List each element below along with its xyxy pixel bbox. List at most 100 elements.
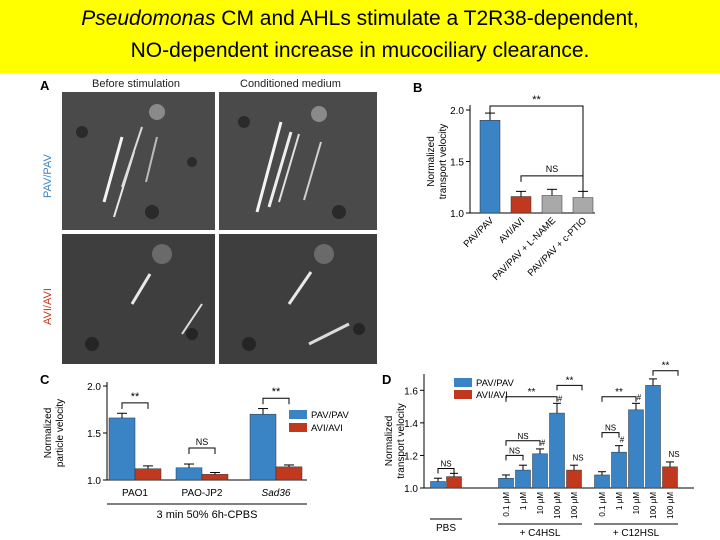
ns-label-d: NS	[605, 424, 616, 433]
hash-label-d: #	[637, 393, 642, 402]
y-axis-label-line1: Normalized	[426, 136, 437, 187]
bar-d	[594, 474, 610, 489]
y-axis-label-line2: transport velocity	[438, 124, 449, 200]
bracket-d	[505, 396, 558, 402]
hash-label-d: #	[541, 439, 546, 448]
bar-d	[611, 451, 627, 489]
sig-label-d: **	[662, 361, 670, 372]
row-label-avi: AVI/AVI	[42, 288, 54, 325]
ns-label-c: NS	[196, 437, 209, 447]
col-label-before: Before stimulation	[92, 78, 181, 90]
ns-label-d: NS	[517, 432, 528, 441]
bracket-d	[556, 384, 583, 391]
sig-label-b: **	[532, 94, 541, 106]
y-tick-label: 1.0	[87, 476, 101, 487]
x-tick-label-d: 1 μM	[519, 492, 528, 510]
bar-b-1	[510, 196, 532, 214]
bracket-d	[601, 432, 620, 438]
bracket-c	[188, 447, 216, 455]
ns-label-b: NS	[546, 164, 559, 174]
bar-d	[515, 469, 531, 489]
micrograph-pav-cm	[219, 92, 377, 230]
micrograph-pav-before-image	[62, 92, 215, 230]
y-tick-label: 2.0	[87, 382, 101, 393]
ns-label-d: NS	[668, 450, 679, 459]
x-tick-label-d: 100 μM	[553, 492, 562, 519]
y-tick-label: 1.0	[450, 209, 464, 220]
x-tick-label-d: 100 μM	[570, 492, 579, 519]
x-tick-label-d: 100 μM	[649, 492, 658, 519]
bar-d	[430, 481, 446, 489]
title-rest: CM and AHLs stimulate a T2R38-dependent,	[215, 7, 639, 30]
title-line-1: Pseudomonas CM and AHLs stimulate a T2R3…	[0, 6, 720, 32]
panel-a-letter: A	[40, 78, 50, 93]
bar-c	[175, 467, 203, 481]
group-label-d-pbs: PBS	[436, 523, 456, 534]
bar-d	[566, 469, 582, 489]
x-tick-label-c: Sad36	[262, 488, 291, 499]
group-label-d-c12: + C12HSL	[613, 528, 660, 539]
y-axis-label-line2: transport velocity	[396, 403, 407, 479]
bar-d	[498, 477, 514, 489]
bracket-c	[262, 397, 290, 405]
x-tick-label-b: PAV/PAV	[462, 215, 497, 250]
legend-label-c: AVI/AVI	[311, 423, 343, 434]
bar-c	[249, 413, 277, 481]
y-axis-label-line1: Normalized	[384, 416, 395, 467]
bar-d	[645, 385, 661, 489]
row-label-pav: PAV/PAV	[42, 154, 54, 198]
bar-c	[201, 474, 229, 481]
panel-d-letter: D	[382, 372, 392, 387]
bar-c	[275, 466, 303, 481]
sig-label-d: **	[528, 387, 536, 398]
x-tick-label-d: 1 μM	[615, 492, 624, 510]
y-axis-label-line1: Normalized	[43, 408, 54, 459]
panel-c-letter: C	[40, 372, 50, 387]
bar-c	[134, 468, 162, 481]
bar-d	[662, 466, 678, 489]
x-tick-label-b: PAV/PAV + c-PTIO	[526, 215, 589, 278]
x-caption-c: 3 min 50% 6h-CPBS	[157, 509, 258, 521]
bar-d	[532, 453, 548, 489]
y-tick-label: 1.2	[404, 451, 418, 462]
y-axis-label-line2: particle velocity	[55, 399, 66, 467]
legend-swatch-c	[289, 410, 307, 419]
x-tick-label-d: 0.1 μM	[502, 492, 511, 517]
y-tick-label: 1.5	[450, 158, 464, 169]
chart-c: 1.0 1.5 2.0 Normalized particle velocity PAO1…	[43, 382, 350, 521]
hash-label-d: #	[558, 395, 563, 404]
col-label-cm: Conditioned medium	[240, 78, 341, 90]
sig-label-d: **	[615, 387, 623, 398]
sig-label-c-pao1: **	[131, 391, 140, 403]
bracket-c	[121, 402, 149, 409]
bar-d	[628, 409, 644, 489]
legend-swatch-d	[454, 390, 472, 399]
x-tick-label-c: PAO-JP2	[182, 488, 223, 499]
micrograph-pav-before	[62, 92, 215, 230]
y-tick-label: 2.0	[450, 106, 464, 117]
sig-label-c-sad36: **	[272, 386, 281, 398]
bracket-d	[437, 467, 455, 474]
bracket-d	[505, 440, 541, 446]
x-tick-label-d: 10 μM	[632, 492, 641, 515]
micrograph-avi-before-image	[62, 234, 215, 364]
x-tick-label-d: 100 μM	[666, 492, 675, 519]
title-line-2: NO-dependent increase in mucociliary cle…	[130, 39, 590, 62]
ns-label-d: NS	[509, 446, 520, 455]
y-tick-label: 1.5	[87, 429, 101, 440]
micrograph-avi-before	[62, 234, 215, 364]
bar-b-3	[572, 197, 594, 214]
legend-label-c: PAV/PAV	[311, 410, 350, 421]
y-tick-label: 1.6	[404, 386, 418, 397]
x-tick-label-d: 0.1 μM	[598, 492, 607, 517]
bar-d	[549, 412, 565, 489]
panel-b-letter: B	[413, 80, 423, 95]
sig-label-d: **	[566, 375, 574, 386]
bracket-d	[505, 454, 524, 461]
y-tick-label: 1.4	[404, 419, 418, 430]
group-label-d-c4: + C4HSL	[520, 528, 561, 539]
bracket-d	[652, 370, 679, 376]
x-tick-label-b: AVI/AVI	[497, 215, 527, 245]
y-tick-label: 1.0	[404, 484, 418, 495]
x-tick-label-d: 10 μM	[536, 492, 545, 515]
